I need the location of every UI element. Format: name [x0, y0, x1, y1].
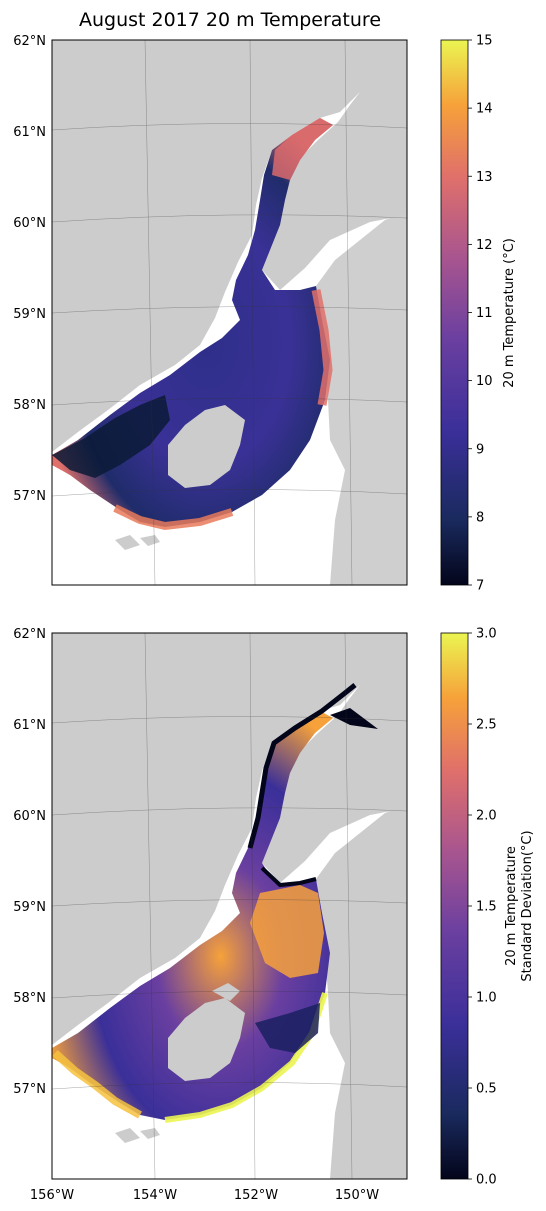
colorbar-tick-label: 11	[476, 306, 493, 321]
dark-inlet-edges	[247, 683, 357, 849]
land-trinity	[115, 535, 140, 550]
lon-tick-label: 154°W	[133, 1188, 177, 1203]
warm-upper-inlet	[272, 118, 333, 180]
graticule	[52, 40, 407, 585]
colorbar-ticks-stddev: 0.0 0.5 1.0 1.5 2.0 2.5 3.0	[468, 627, 497, 1188]
land-shuyak	[212, 983, 240, 1001]
land-kenai	[316, 743, 407, 1179]
lat-tick-labels-stddev: 62°N 61°N 60°N 59°N 58°N 57°N	[13, 627, 46, 1097]
lat-tick-labels-mean: 62°N 61°N 60°N 59°N 58°N 57°N	[13, 34, 46, 504]
lon-tick-label: 156°W	[30, 1188, 74, 1203]
warm-edge-arc	[311, 289, 333, 406]
lat-tick-label: 57°N	[13, 489, 46, 504]
colorbar-mean	[440, 39, 469, 586]
high-variability-southwest	[52, 1050, 142, 1119]
lat-tick-label: 60°N	[13, 216, 46, 231]
colorbar-tick-label: 14	[476, 102, 493, 117]
lat-tick-label: 57°N	[13, 1082, 46, 1097]
colorbar-stddev	[440, 632, 469, 1180]
colorbar-tick-label: 8	[476, 510, 484, 525]
lat-tick-label: 61°N	[13, 125, 46, 140]
dark-arm	[330, 708, 378, 729]
map-panel-mean: 62°N 61°N 60°N 59°N 58°N 57°N 7 8 9 10 11 12 1…	[13, 34, 517, 594]
colorbar-tick-label: 1.0	[476, 991, 497, 1006]
land-small-island	[140, 1128, 160, 1139]
high-variability-east	[250, 885, 324, 978]
colorbar-tick-label: 10	[476, 374, 493, 389]
graticule	[52, 633, 407, 1179]
lat-tick-label: 59°N	[13, 307, 46, 322]
colorbar-ticks-mean: 7 8 9 10 11 12 13 14 15	[468, 34, 493, 594]
colorbar-tick-label: 15	[476, 34, 493, 49]
lon-tick-labels: 156°W 154°W 152°W 150°W	[30, 1188, 379, 1203]
colorbar-label-stddev-line2: Standard Deviation(°C)	[520, 830, 535, 981]
dark-kenai-shore	[260, 866, 317, 888]
land-small-island	[140, 535, 160, 546]
dark-shelikof-south	[255, 1003, 320, 1053]
map-frame-mean	[51, 39, 408, 586]
lon-tick-label: 150°W	[335, 1188, 379, 1203]
land-mainland	[52, 40, 407, 452]
colorbar-label-mean: 20 m Temperature (°C)	[502, 238, 517, 388]
colorbar-tick-label: 2.5	[476, 718, 497, 733]
lon-tick-label: 152°W	[234, 1188, 278, 1203]
colorbar-label-stddev-line1: 20 m Temperature	[504, 846, 519, 966]
lat-tick-label: 62°N	[13, 34, 46, 49]
figure-title: August 2017 20 m Temperature	[79, 9, 381, 31]
map-panel-stddev: 62°N 61°N 60°N 59°N 58°N 57°N 156°W 154°…	[13, 627, 535, 1204]
lat-tick-label: 58°N	[13, 398, 46, 413]
colorbar-tick-label: 3.0	[476, 627, 497, 642]
cold-shelikof	[52, 395, 170, 478]
warm-south-edge	[113, 504, 234, 531]
land-kenai	[316, 150, 407, 585]
lat-tick-label: 61°N	[13, 718, 46, 733]
lat-tick-label: 62°N	[13, 627, 46, 642]
land-mainland	[52, 633, 407, 1045]
colorbar-tick-label: 0.0	[476, 1173, 497, 1188]
colorbar-tick-label: 2.0	[476, 809, 497, 824]
lat-tick-label: 59°N	[13, 900, 46, 915]
map-frame-stddev	[51, 632, 408, 1180]
colorbar-tick-label: 0.5	[476, 1082, 497, 1097]
colorbar-tick-label: 1.5	[476, 900, 497, 915]
colorbar-tick-label: 12	[476, 238, 493, 253]
lat-tick-label: 58°N	[13, 991, 46, 1006]
colorbar-tick-label: 13	[476, 170, 493, 185]
lat-tick-label: 60°N	[13, 809, 46, 824]
land-trinity	[115, 1128, 140, 1143]
colorbar-tick-label: 7	[476, 579, 484, 594]
colorbar-tick-label: 9	[476, 442, 484, 457]
